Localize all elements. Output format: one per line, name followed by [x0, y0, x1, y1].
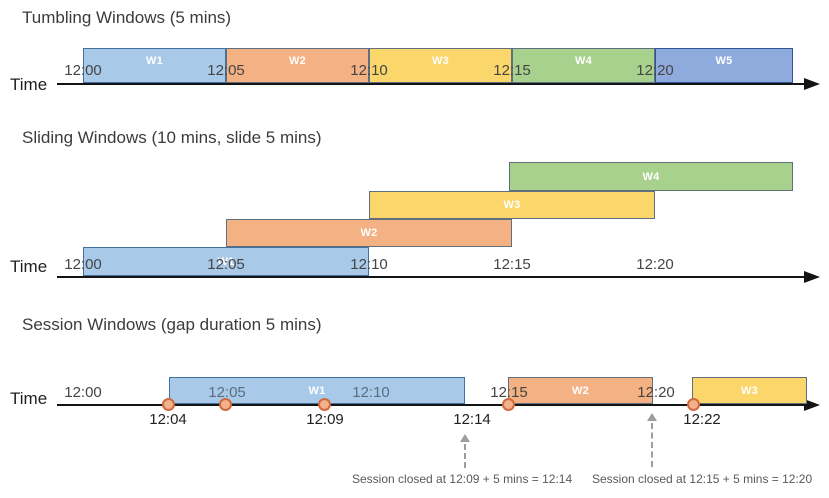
session-section-title: Session Windows (gap duration 5 mins) [22, 315, 322, 334]
tumbling-time-axis-label: Time [10, 75, 48, 94]
tumbling-axis-arrow-icon [804, 78, 820, 90]
sliding-tick-1210: 12:10 [350, 256, 388, 273]
session-time-axis-label: Time [10, 389, 48, 408]
tumbling-tick-1220: 12:20 [636, 62, 674, 79]
event-label-1214: 12:14 [453, 411, 491, 428]
window-label: W3 [431, 55, 450, 67]
session-close-arrow-1-stem [464, 444, 466, 468]
tumbling-time-axis [57, 83, 806, 85]
window-label: W1 [308, 384, 326, 397]
session-tick-1210: 12:10 [352, 384, 390, 401]
event-dot-1222 [687, 398, 700, 411]
session-window-w3: W3 [692, 377, 807, 404]
tumbling-window-w4: W4 [512, 48, 655, 83]
event-dot-1215 [502, 398, 515, 411]
tumbling-tick-1215: 12:15 [493, 62, 531, 79]
event-dot-1205 [219, 398, 232, 411]
session-time-axis [57, 404, 806, 406]
event-label-1209: 12:09 [306, 411, 344, 428]
window-label: W2 [571, 384, 590, 397]
event-label-1204: 12:04 [149, 411, 187, 428]
session-close-arrow-1-head-icon [460, 434, 470, 442]
session-tick-1205: 12:05 [208, 384, 246, 401]
sliding-axis-arrow-icon [804, 271, 820, 283]
sliding-window-w4: W4 [509, 162, 793, 191]
window-label: W3 [503, 199, 521, 211]
session-tick-1200: 12:00 [64, 384, 102, 401]
event-dot-1204 [162, 398, 175, 411]
session-close-arrow-2-stem [651, 423, 653, 467]
tumbling-window-w1: W1 [83, 48, 226, 83]
sliding-window-w3: W3 [369, 191, 655, 219]
window-label: W1 [217, 255, 235, 268]
tumbling-window-w5: W5 [655, 48, 793, 83]
sliding-tick-1215: 12:15 [493, 256, 531, 273]
session-window-w1: W1 [169, 377, 465, 404]
window-label: W2 [288, 55, 307, 67]
window-label: W4 [574, 55, 593, 67]
session-axis-arrow-icon [804, 399, 820, 411]
event-label-1222: 12:22 [683, 411, 721, 428]
session-close-annotation-2: Session closed at 12:15 + 5 mins = 12:20 [592, 472, 813, 486]
tumbling-section-title: Tumbling Windows (5 mins) [22, 8, 232, 27]
window-label: W4 [642, 170, 660, 183]
window-label: W1 [145, 55, 164, 67]
session-window-w2: W2 [508, 377, 653, 404]
window-label: W3 [740, 384, 759, 397]
sliding-window-w2: W2 [226, 219, 512, 247]
event-dot-1209 [318, 398, 331, 411]
tumbling-tick-1205: 12:05 [207, 62, 245, 79]
session-close-annotation-1: Session closed at 12:09 + 5 mins = 12:14 [352, 472, 573, 486]
sliding-time-axis-label: Time [10, 257, 48, 276]
session-close-arrow-2-head-icon [647, 413, 657, 421]
window-label: W5 [715, 55, 733, 67]
session-tick-1215: 12:15 [490, 384, 528, 401]
sliding-section-title: Sliding Windows (10 mins, slide 5 mins) [22, 128, 322, 147]
sliding-tick-1220: 12:20 [636, 256, 674, 273]
tumbling-tick-1210: 12:10 [350, 62, 388, 79]
sliding-time-axis [57, 276, 806, 278]
tumbling-tick-1200: 12:00 [64, 62, 102, 79]
sliding-window-w1: W1 [83, 247, 369, 276]
tumbling-window-w3: W3 [369, 48, 512, 83]
session-tick-1220: 12:20 [637, 384, 675, 401]
sliding-tick-1205: 12:05 [207, 256, 245, 273]
window-label: W2 [360, 227, 378, 239]
sliding-tick-1200: 12:00 [64, 256, 102, 273]
tumbling-window-w2: W2 [226, 48, 369, 83]
